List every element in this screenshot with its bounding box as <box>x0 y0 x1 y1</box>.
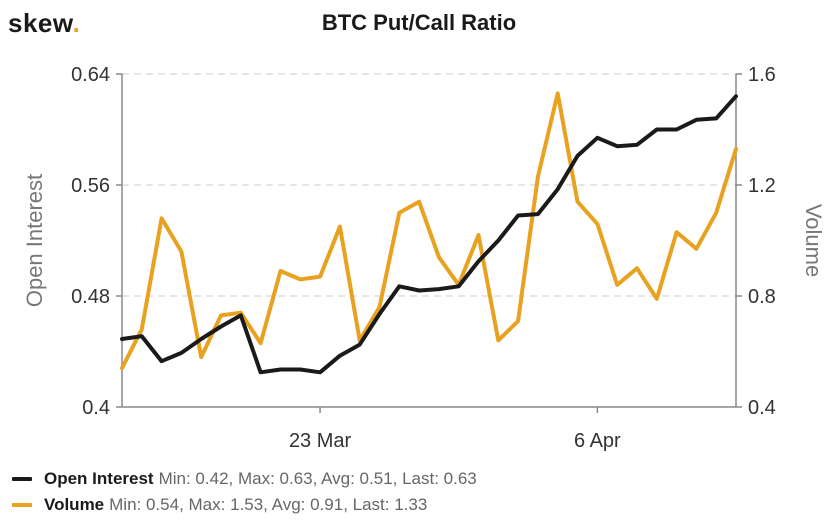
y-right-tick-label: 1.2 <box>748 175 776 197</box>
chart-axis-labels: 0.4 0.48 0.56 0.64 0.4 0.8 1.2 1.6 23 Mar 6 Apr Op… <box>22 64 826 452</box>
chart-axes <box>116 73 742 413</box>
x-tick-label: 23 Mar <box>289 430 352 452</box>
logo-dot: . <box>72 8 81 38</box>
legend-series-stats: Min: 0.42, Max: 0.63, Avg: 0.51, Last: 0… <box>158 469 477 488</box>
skew-logo: skew. <box>8 8 80 39</box>
chart-legend: Open Interest Min: 0.42, Max: 0.63, Avg:… <box>12 466 477 518</box>
x-tick-label: 6 Apr <box>574 430 621 452</box>
y-left-tick-label: 0.4 <box>82 397 110 419</box>
y-right-tick-label: 0.8 <box>748 286 776 308</box>
chart-title: BTC Put/Call Ratio <box>321 10 517 35</box>
chart-lines <box>120 91 738 375</box>
y-left-axis-title: Open Interest <box>22 174 47 307</box>
series-line-open-interest <box>120 94 738 375</box>
legend-item-volume[interactable]: Volume Min: 0.54, Max: 1.53, Avg: 0.91, … <box>12 492 477 518</box>
y-left-tick-label: 0.64 <box>71 64 110 86</box>
legend-series-name: Volume <box>44 495 105 514</box>
chart-plot: 0.4 0.48 0.56 0.64 0.4 0.8 1.2 1.6 23 Mar 6 Apr Op… <box>22 64 826 452</box>
y-left-tick-label: 0.56 <box>71 175 110 197</box>
y-left-tick-label: 0.48 <box>71 286 110 308</box>
series-line-volume <box>120 91 738 371</box>
y-right-axis-title: Volume <box>801 204 826 277</box>
y-right-tick-label: 0.4 <box>748 397 776 419</box>
legend-series-stats: Min: 0.54, Max: 1.53, Avg: 0.91, Last: 1… <box>109 495 428 514</box>
legend-series-name: Open Interest <box>44 469 154 488</box>
logo-text: skew <box>8 8 73 38</box>
legend-swatch-open-interest <box>12 477 32 481</box>
legend-item-open-interest[interactable]: Open Interest Min: 0.42, Max: 0.63, Avg:… <box>12 466 477 492</box>
y-right-tick-label: 1.6 <box>748 64 776 86</box>
legend-swatch-volume <box>12 503 32 507</box>
chart-grid <box>122 73 736 297</box>
